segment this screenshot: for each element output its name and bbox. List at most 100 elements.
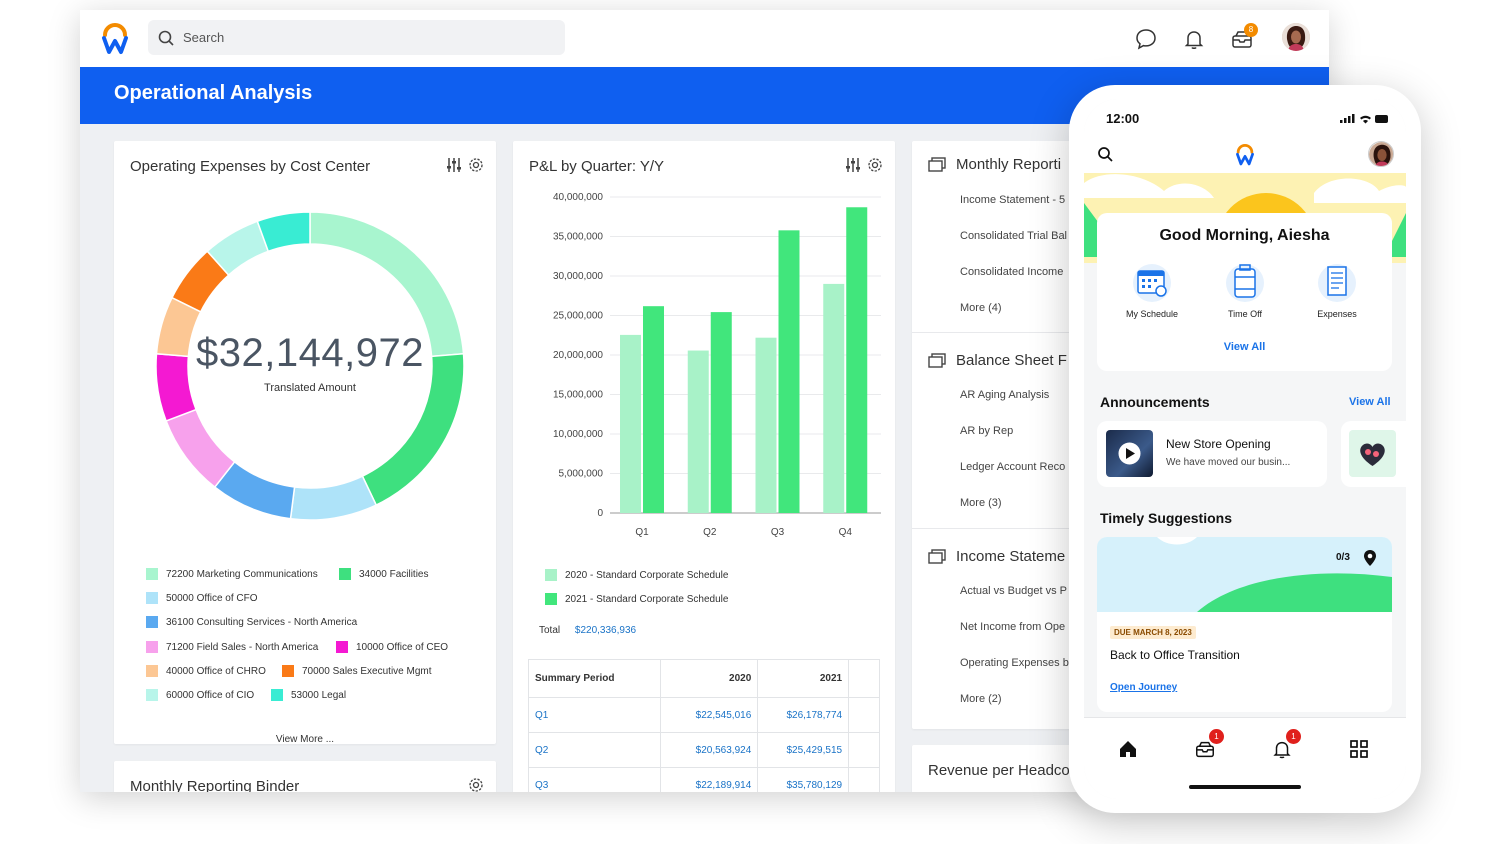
search-input[interactable]: Search	[148, 20, 565, 55]
report-link[interactable]: Net Income from Ope	[960, 621, 1066, 633]
table-cell[interactable]: $35,780,129	[757, 767, 850, 792]
bell-icon[interactable]	[1182, 27, 1206, 51]
announcements-view-all[interactable]: View All	[1349, 396, 1391, 408]
suggestion-card[interactable]: 0/3 DUE MARCH 8, 2023 Back to Office Tra…	[1097, 537, 1392, 712]
legend-label: 72200 Marketing Communications	[166, 568, 318, 580]
legend-item[interactable]: 72200 Marketing Communications	[146, 568, 318, 580]
more-link[interactable]: More (2)	[960, 693, 1002, 705]
home-icon[interactable]	[1117, 738, 1139, 760]
view-more-label: View More ...	[275, 734, 335, 745]
table-cell[interactable]: $22,545,016	[660, 697, 759, 733]
bar[interactable]	[620, 334, 641, 513]
video-thumbnail[interactable]	[1106, 430, 1153, 477]
report-icon	[928, 156, 946, 172]
table-cell[interactable]: $25,429,515	[757, 732, 850, 768]
report-link[interactable]: Income Statement - 5	[960, 194, 1066, 206]
inbox-icon[interactable]	[1194, 738, 1216, 760]
donut-slice[interactable]	[155, 352, 198, 422]
legend-item[interactable]: 71200 Field Sales - North America	[146, 641, 318, 653]
chat-icon[interactable]	[1134, 27, 1158, 51]
legend-item[interactable]: 53000 Legal	[271, 689, 346, 701]
y-tick-label: 30,000,000	[553, 271, 603, 282]
expenses-button[interactable]: Expenses	[1297, 261, 1377, 319]
bar[interactable]	[823, 283, 845, 513]
more-link[interactable]: More (3)	[960, 497, 1002, 509]
more-link[interactable]: More (4)	[960, 302, 1002, 314]
due-date-badge: DUE MARCH 8, 2023	[1110, 626, 1196, 639]
legend-label: 50000 Office of CFO	[166, 592, 258, 604]
report-link[interactable]: Actual vs Budget vs P	[960, 585, 1067, 597]
apps-grid-icon[interactable]	[1348, 738, 1370, 760]
legend-swatch	[545, 569, 557, 581]
legend-item[interactable]: 70000 Sales Executive Mgmt	[282, 665, 432, 677]
table-cell[interactable]: Q2	[527, 732, 662, 768]
search-icon[interactable]	[1097, 146, 1113, 162]
table-cell[interactable]: $20,563,924	[660, 732, 759, 768]
report-link[interactable]: AR Aging Analysis	[960, 389, 1050, 401]
report-link[interactable]: Operating Expenses b	[960, 657, 1069, 669]
donut-slice[interactable]	[289, 475, 378, 521]
table-row: Q2 $20,563,924 $25,429,515	[527, 732, 880, 768]
total-value[interactable]: $220,336,936	[574, 625, 637, 636]
income-statement-header[interactable]: Income Stateme	[928, 548, 1065, 565]
bar[interactable]	[846, 207, 868, 513]
legend-swatch	[146, 592, 158, 604]
announcement-card[interactable]: New Store Opening We have moved our busi…	[1097, 421, 1327, 487]
donut-total-amount: $32,144,972	[196, 331, 424, 375]
legend-item[interactable]: 36100 Consulting Services - North Americ…	[146, 616, 357, 628]
open-journey-link[interactable]: Open Journey	[1110, 682, 1178, 693]
legend-item[interactable]: 50000 Office of CFO	[146, 592, 258, 604]
bell-icon[interactable]	[1271, 738, 1293, 760]
quick-action-label: My Schedule	[1125, 309, 1179, 319]
y-tick-label: 25,000,000	[553, 311, 603, 322]
table-cell[interactable]: $22,189,914	[660, 767, 759, 792]
report-link[interactable]: Consolidated Trial Bal	[960, 230, 1068, 242]
workday-logo[interactable]	[1234, 144, 1256, 166]
card-title: Operating Expenses by Cost Center	[130, 158, 371, 175]
legend-item[interactable]: 34000 Facilities	[339, 568, 428, 580]
avatar[interactable]	[1282, 23, 1310, 51]
legend-label: 71200 Field Sales - North America	[166, 641, 319, 653]
donut-chart	[155, 211, 465, 521]
announcement-card-2[interactable]	[1341, 421, 1406, 487]
report-link[interactable]: Consolidated Income	[960, 266, 1064, 278]
mobile-phone: 12:00 Good Morning, Aies	[1069, 85, 1421, 813]
legend-item[interactable]: 60000 Office of CIO	[146, 689, 254, 701]
balance-sheet-header[interactable]: Balance Sheet F	[928, 352, 1067, 369]
view-more-link[interactable]: View More ...	[114, 734, 496, 745]
filter-sliders-icon[interactable]	[845, 157, 861, 173]
gear-icon[interactable]	[468, 157, 484, 173]
gear-icon[interactable]	[468, 777, 484, 792]
view-all-link[interactable]: View All	[1097, 341, 1392, 353]
filter-sliders-icon[interactable]	[446, 157, 462, 173]
donut-slice[interactable]	[165, 408, 236, 489]
workday-logo[interactable]	[100, 23, 130, 55]
table-cell[interactable]: $26,178,774	[757, 697, 850, 733]
bar[interactable]	[687, 350, 709, 513]
monthly-reporting-header[interactable]: Monthly Reporti	[928, 156, 1061, 173]
top-bar: Search 8	[80, 10, 1329, 67]
donut-slice[interactable]	[256, 211, 311, 253]
card-title: Revenue per Headco	[928, 762, 1070, 779]
legend-item[interactable]: 40000 Office of CHRO	[146, 665, 266, 677]
report-link[interactable]: AR by Rep	[960, 425, 1014, 437]
bar[interactable]	[778, 230, 800, 513]
bar[interactable]	[755, 337, 777, 513]
bar[interactable]	[710, 312, 732, 513]
quick-action-label: Expenses	[1317, 309, 1357, 319]
operating-expenses-card: Operating Expenses by Cost Center $32,14…	[114, 141, 496, 745]
gear-icon[interactable]	[867, 157, 883, 173]
legend-label: 40000 Office of CHRO	[166, 665, 266, 677]
section-title: Monthly Reporti	[956, 156, 1062, 173]
table-cell[interactable]: Q1	[527, 697, 662, 733]
legend-item[interactable]: 10000 Office of CEO	[336, 641, 448, 653]
avatar[interactable]	[1368, 141, 1394, 167]
time-off-button[interactable]: Time Off	[1205, 261, 1285, 319]
table-cell[interactable]: Q3	[527, 767, 662, 792]
announcements-title: Announcements	[1100, 394, 1210, 410]
suitcase-icon	[1226, 264, 1264, 302]
bar[interactable]	[643, 306, 664, 513]
report-link[interactable]: Ledger Account Reco	[960, 461, 1066, 473]
my-schedule-button[interactable]: My Schedule	[1112, 261, 1192, 319]
y-tick-label: 0	[597, 508, 603, 519]
